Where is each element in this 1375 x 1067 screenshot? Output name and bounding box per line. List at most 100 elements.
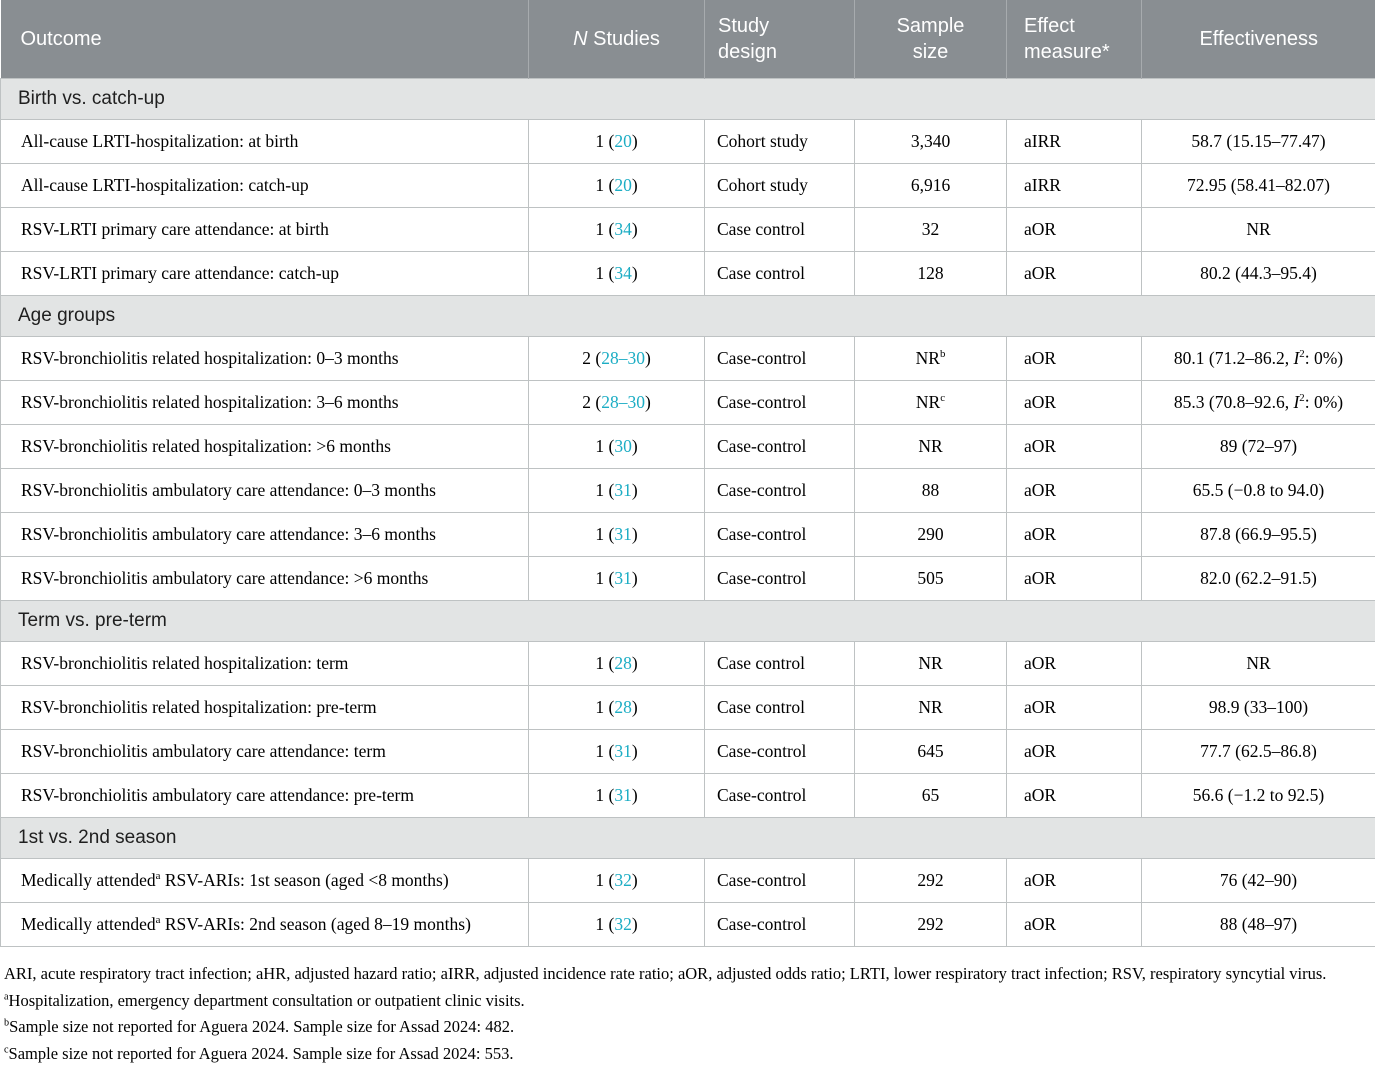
footnotes: ARI, acute respiratory tract infection; … — [0, 947, 1375, 1066]
sample-size-cell: NR — [854, 424, 1007, 469]
table-row: RSV-bronchiolitis related hospitalizatio… — [0, 685, 1375, 730]
section-row: Age groups — [0, 295, 1375, 337]
effect-measure-cell: aOR — [1006, 336, 1142, 381]
section-row: 1st vs. 2nd season — [0, 817, 1375, 859]
sample-size-cell: 3,340 — [854, 119, 1007, 164]
n-studies-cell: 1 (32) — [528, 902, 705, 947]
table-row: RSV-bronchiolitis related hospitalizatio… — [0, 641, 1375, 686]
citation-link[interactable]: 28 — [614, 697, 632, 717]
table-row: RSV-bronchiolitis related hospitalizatio… — [0, 380, 1375, 425]
table-header-row: Outcome N Studies Study design Sample size Eff… — [0, 0, 1375, 79]
citation-link[interactable]: 31 — [614, 480, 632, 500]
study-design-cell: Case control — [704, 251, 855, 296]
footnote-text: Sample size not reported for Aguera 2024… — [9, 1017, 515, 1037]
outcome-cell: RSV-bronchiolitis ambulatory care attend… — [0, 512, 529, 557]
effectiveness-cell: 88 (48–97) — [1141, 902, 1375, 947]
citation-link[interactable]: 32 — [614, 914, 632, 934]
citation-link[interactable]: 32 — [614, 870, 632, 890]
footnote-a: aHospitalization, emergency department c… — [4, 988, 1369, 1014]
table-row: All-cause LRTI-hospitalization: catch-up… — [0, 163, 1375, 208]
effect-measure-cell: aOR — [1006, 207, 1142, 252]
n-studies-cell: 1 (30) — [528, 424, 705, 469]
effect-measure-cell: aOR — [1006, 858, 1142, 903]
study-design-cell: Case-control — [704, 380, 855, 425]
sample-size-cell: 65 — [854, 773, 1007, 818]
effect-measure-cell: aOR — [1006, 424, 1142, 469]
outcome-cell: RSV-LRTI primary care attendance: at bir… — [0, 207, 529, 252]
outcome-cell: RSV-bronchiolitis related hospitalizatio… — [0, 424, 529, 469]
sample-size-cell: NR — [854, 641, 1007, 686]
effectiveness-cell: 89 (72–97) — [1141, 424, 1375, 469]
citation-link[interactable]: 31 — [614, 568, 632, 588]
citation-link[interactable]: 28 — [614, 653, 632, 673]
table-row: All-cause LRTI-hospitalization: at birth… — [0, 119, 1375, 164]
effectiveness-cell: 87.8 (66.9–95.5) — [1141, 512, 1375, 557]
outcome-cell: All-cause LRTI-hospitalization: at birth — [0, 119, 529, 164]
outcome-cell: Medically attendeda RSV-ARIs: 1st season… — [0, 858, 529, 903]
citation-link[interactable]: 30 — [614, 436, 632, 456]
n-studies-cell: 1 (31) — [528, 556, 705, 601]
effectiveness-cell: 77.7 (62.5–86.8) — [1141, 729, 1375, 774]
outcome-cell: All-cause LRTI-hospitalization: catch-up — [0, 163, 529, 208]
sample-size-cell: 505 — [854, 556, 1007, 601]
outcome-cell: RSV-bronchiolitis ambulatory care attend… — [0, 773, 529, 818]
sample-size-cell: 292 — [854, 858, 1007, 903]
effectiveness-cell: 85.3 (70.8–92.6, I2: 0%) — [1141, 380, 1375, 425]
study-design-cell: Case-control — [704, 468, 855, 513]
citation-link[interactable]: 28–30 — [601, 348, 645, 368]
sample-size-cell: NRc — [854, 380, 1007, 425]
citation-link[interactable]: 31 — [614, 785, 632, 805]
n-studies-cell: 1 (31) — [528, 773, 705, 818]
study-design-cell: Case-control — [704, 424, 855, 469]
study-design-cell: Case-control — [704, 773, 855, 818]
table-row: RSV-LRTI primary care attendance: at bir… — [0, 207, 1375, 252]
effect-measure-cell: aOR — [1006, 641, 1142, 686]
footnote-marker: a — [4, 991, 9, 1003]
n-studies-cell: 1 (20) — [528, 163, 705, 208]
sample-size-cell: 128 — [854, 251, 1007, 296]
effect-measure-cell: aOR — [1006, 773, 1142, 818]
study-design-cell: Case-control — [704, 512, 855, 557]
n-studies-cell: 1 (28) — [528, 641, 705, 686]
effect-measure-cell: aOR — [1006, 729, 1142, 774]
citation-link[interactable]: 31 — [614, 741, 632, 761]
sample-size-cell: 645 — [854, 729, 1007, 774]
table-row: RSV-bronchiolitis ambulatory care attend… — [0, 556, 1375, 601]
effect-measure-cell: aOR — [1006, 902, 1142, 947]
study-design-cell: Cohort study — [704, 163, 855, 208]
table-row: RSV-bronchiolitis ambulatory care attend… — [0, 512, 1375, 557]
effect-measure-cell: aOR — [1006, 556, 1142, 601]
citation-link[interactable]: 20 — [614, 131, 632, 151]
study-design-cell: Case-control — [704, 729, 855, 774]
n-studies-cell: 1 (28) — [528, 685, 705, 730]
sample-size-cell: NR — [854, 685, 1007, 730]
footnote-b: bSample size not reported for Aguera 202… — [4, 1014, 1369, 1040]
table-row: RSV-LRTI primary care attendance: catch-… — [0, 251, 1375, 296]
sample-size-cell: NRb — [854, 336, 1007, 381]
study-design-cell: Cohort study — [704, 119, 855, 164]
study-design-cell: Case control — [704, 207, 855, 252]
citation-link[interactable]: 31 — [614, 524, 632, 544]
table-row: RSV-bronchiolitis related hospitalizatio… — [0, 424, 1375, 469]
study-design-cell: Case-control — [704, 858, 855, 903]
table-header: Outcome N Studies Study design Sample size Eff… — [0, 0, 1375, 79]
outcome-cell: Medically attendeda RSV-ARIs: 2nd season… — [0, 902, 529, 947]
effect-measure-cell: aOR — [1006, 512, 1142, 557]
sample-size-cell: 6,916 — [854, 163, 1007, 208]
citation-link[interactable]: 34 — [614, 219, 632, 239]
effect-measure-cell: aOR — [1006, 251, 1142, 296]
footnote-marker: b — [4, 1017, 10, 1029]
effectiveness-cell: 80.1 (71.2–86.2, I2: 0%) — [1141, 336, 1375, 381]
citation-link[interactable]: 20 — [614, 175, 632, 195]
table-row: Medically attendeda RSV-ARIs: 1st season… — [0, 858, 1375, 903]
citation-link[interactable]: 34 — [614, 263, 632, 283]
n-studies-cell: 1 (20) — [528, 119, 705, 164]
footnote-abbreviations: ARI, acute respiratory tract infection; … — [4, 961, 1369, 987]
sample-size-cell: 290 — [854, 512, 1007, 557]
footnote-c: cSample size not reported for Aguera 202… — [4, 1041, 1369, 1067]
citation-link[interactable]: 28–30 — [601, 392, 645, 412]
section-header-age-groups: Age groups — [0, 295, 1375, 337]
effectiveness-cell: 82.0 (62.2–91.5) — [1141, 556, 1375, 601]
effectiveness-table: Outcome N Studies Study design Sample size Eff… — [0, 0, 1375, 947]
study-design-cell: Case control — [704, 641, 855, 686]
